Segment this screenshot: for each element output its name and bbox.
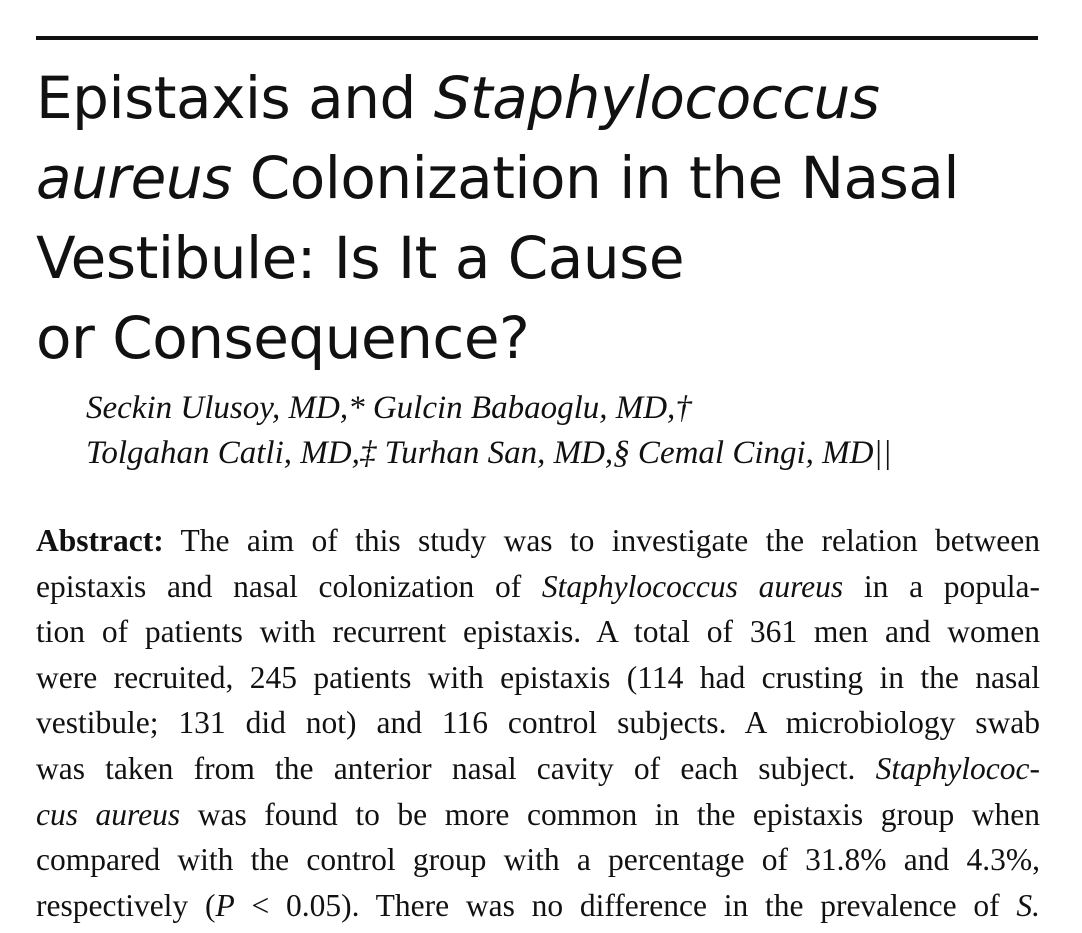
title-italic-text: aureus (36, 144, 232, 212)
abstract-text: was taken from the anterior nasal cavity… (36, 750, 876, 786)
abstract-line: compared with the control group with a p… (36, 842, 1040, 878)
abstract-line: tion of patients with recurrent epistaxi… (36, 614, 1040, 650)
title-text: Colonization in the Nasal (231, 144, 960, 212)
article-title: Epistaxis and Staphylococcus aureus Colo… (36, 58, 1046, 378)
abstract-line: respectively (P < 0.05). There was no di… (36, 883, 1040, 929)
species-name: Staphylococ- (875, 750, 1040, 786)
abstract-text: < 0.05). There was no difference in the … (234, 887, 1017, 923)
abstract-line: cus aureus was found to be more common i… (36, 792, 1040, 838)
author-list: Seckin Ulusoy, MD,* Gulcin Babaoglu, MD,… (86, 386, 1046, 476)
abstract-text: was found to be more common in the epist… (180, 796, 1040, 832)
title-italic-text: Staphylococcus (433, 64, 880, 132)
species-name: cus aureus (36, 796, 181, 832)
title-line-2: aureus Colonization in the Nasal (36, 138, 1046, 218)
species-name: Staphylococcus aureus (541, 568, 844, 604)
abstract-text: The aim of this study was to investigate… (163, 523, 1040, 558)
abstract-line: were recruited, 245 patients with epista… (36, 659, 1040, 695)
abstract-line: Abstract: The aim of this study was to i… (36, 518, 1040, 564)
title-line-4: or Consequence? (36, 304, 530, 372)
species-abbrev: S. (1016, 887, 1040, 923)
abstract-text: in a popula- (843, 568, 1040, 604)
author-line-2: Tolgahan Catli, MD,‡ Turhan San, MD,§ Ce… (86, 435, 892, 471)
abstract-text: epistaxis and nasal colonization of (36, 568, 542, 604)
abstract-text: respectively ( (36, 887, 216, 923)
abstract-line: was taken from the anterior nasal cavity… (36, 746, 1040, 792)
p-value-symbol: P (215, 887, 235, 923)
top-rule (36, 36, 1038, 40)
title-line-3: Vestibule: Is It a Cause (36, 224, 685, 292)
abstract-line: vestibule; 131 did not) and 116 control … (36, 705, 1040, 741)
abstract-heading: Abstract: (36, 523, 164, 558)
title-line-1: Epistaxis and Staphylococcus (36, 58, 1046, 138)
abstract: Abstract: The aim of this study was to i… (36, 518, 1040, 928)
author-line-1: Seckin Ulusoy, MD,* Gulcin Babaoglu, MD,… (86, 390, 692, 426)
abstract-line: epistaxis and nasal colonization of Stap… (36, 564, 1040, 610)
title-text: Epistaxis and (36, 64, 434, 132)
